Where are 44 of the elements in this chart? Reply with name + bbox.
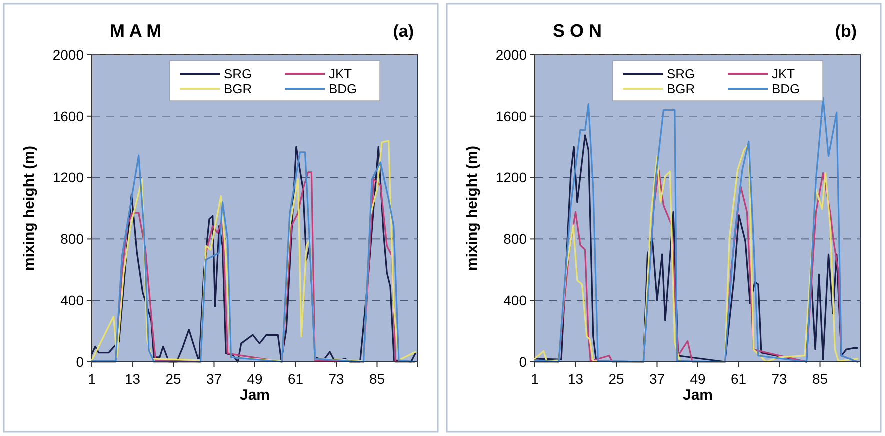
x-tick-label: 73 <box>772 371 788 387</box>
x-tick-label: 85 <box>369 371 386 387</box>
y-tick-label: 800 <box>504 231 528 248</box>
x-tick-label: 61 <box>730 371 747 387</box>
x-tick-label: 49 <box>247 371 263 387</box>
y-axis-title: mixing height (m) <box>464 146 481 271</box>
y-tick-label: 1600 <box>52 108 84 124</box>
legend-label: SRG <box>224 66 252 82</box>
y-tick-label: 0 <box>519 354 528 370</box>
chart-title: M A M <box>110 21 162 41</box>
x-tick-label: 13 <box>568 371 584 387</box>
y-tick-label: 800 <box>60 231 84 248</box>
x-axis-title: Jam <box>240 387 270 404</box>
x-tick-label: 37 <box>206 371 222 387</box>
x-tick-label: 1 <box>88 371 96 387</box>
y-tick-label: 2000 <box>496 46 528 63</box>
x-tick-label: 49 <box>690 371 706 387</box>
y-tick-label: 2000 <box>52 46 84 63</box>
y-tick-label: 1200 <box>52 170 84 186</box>
x-tick-label: 73 <box>328 371 344 387</box>
x-tick-label: 85 <box>812 371 828 387</box>
y-axis-title: mixing height (m) <box>21 146 38 271</box>
legend-label: BDG <box>772 82 800 97</box>
x-tick-label: 13 <box>124 371 141 387</box>
legend-label: SRG <box>667 66 696 82</box>
y-tick-label: 400 <box>504 292 528 308</box>
x-axis-title: Jam <box>682 387 714 404</box>
x-tick-label: 25 <box>166 371 182 387</box>
legend-label: JKT <box>329 66 352 82</box>
legend-label: BDG <box>329 82 358 97</box>
x-tick-label: 61 <box>288 371 304 387</box>
y-tick-label: 0 <box>76 354 84 370</box>
text: (b) <box>835 22 857 41</box>
legend-label: BGR <box>667 82 696 97</box>
chart-title: S O N <box>553 21 602 41</box>
text: (a) <box>393 22 414 41</box>
legend-label: JKT <box>772 66 796 82</box>
x-tick-label: 37 <box>649 371 666 387</box>
y-tick-label: 1600 <box>496 108 528 124</box>
legend-label: BGR <box>224 82 252 97</box>
y-tick-label: 400 <box>60 292 84 308</box>
x-tick-label: 1 <box>531 371 540 387</box>
y-tick-label: 1200 <box>496 170 528 186</box>
x-tick-label: 25 <box>608 371 624 387</box>
